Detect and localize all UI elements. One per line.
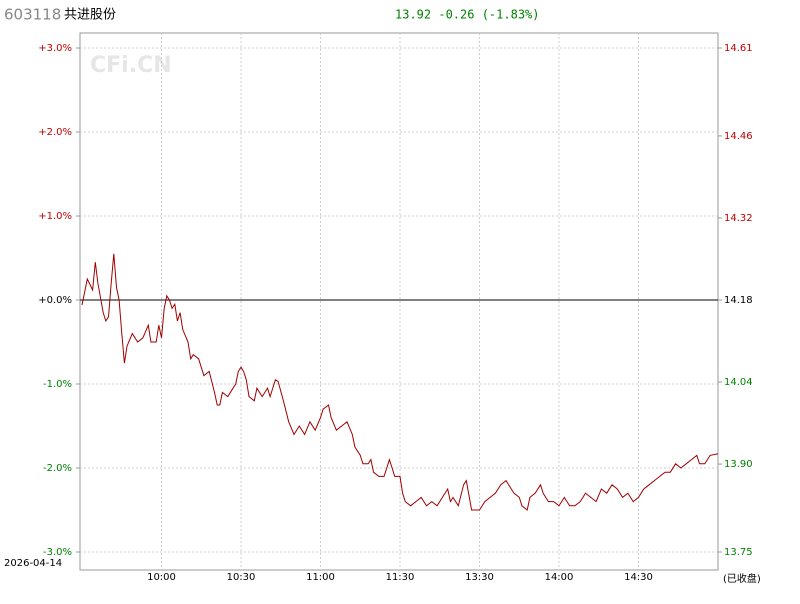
watermark: CFi.CN: [90, 53, 172, 78]
y-tick-label: -2.0%: [43, 463, 72, 474]
y2-tick-label: 14.61: [724, 43, 753, 54]
y2-tick-label: 14.46: [724, 131, 753, 142]
y-tick-label: +2.0%: [38, 127, 72, 138]
y2-tick-label: 14.32: [724, 213, 753, 224]
y-tick-label: +1.0%: [38, 211, 72, 222]
x-tick-label: 14:00: [545, 572, 574, 583]
x-tick-label: 14:30: [624, 572, 653, 583]
plot-frame: [79, 32, 719, 571]
y2-tick-label: 14.04: [724, 377, 753, 388]
quote: 13.92 -0.26 (-1.83%): [395, 8, 540, 22]
x-tick-label: 11:30: [386, 572, 415, 583]
x-tick-label: 10:30: [227, 572, 256, 583]
y2-tick-label: 14.18: [724, 295, 753, 306]
y-tick-label: +3.0%: [38, 43, 72, 54]
y-tick-label: -1.0%: [43, 379, 72, 390]
date: 2026-04-14: [4, 558, 62, 569]
stock-name: 共进股份: [64, 8, 116, 23]
y-tick-label: +0.0%: [38, 295, 72, 306]
y2-tick-label: 13.90: [724, 459, 753, 470]
x-tick-label: 10:00: [147, 572, 176, 583]
y2-tick-label: 13.75: [724, 547, 753, 558]
stock-code: 603118: [4, 6, 61, 24]
x-tick-label: 13:30: [465, 572, 494, 583]
x-tick-label: 11:00: [306, 572, 335, 583]
status: (已收盘): [723, 572, 761, 585]
price-line: [81, 253, 719, 511]
y-tick-label: -3.0%: [43, 547, 72, 558]
